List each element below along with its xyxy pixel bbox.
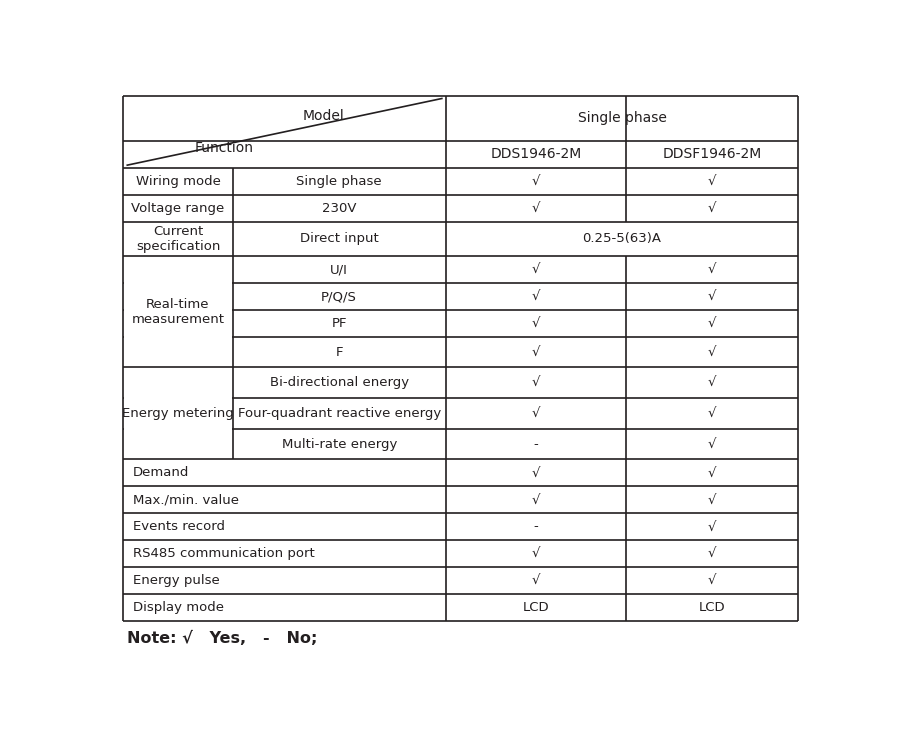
Text: 230V: 230V bbox=[322, 202, 356, 215]
Text: √: √ bbox=[708, 574, 716, 587]
Text: 0.25-5(63)A: 0.25-5(63)A bbox=[582, 233, 662, 245]
Text: -: - bbox=[534, 438, 538, 450]
Text: √: √ bbox=[708, 345, 716, 358]
Text: √: √ bbox=[708, 548, 716, 560]
Text: P/Q/S: P/Q/S bbox=[321, 290, 357, 303]
Text: Events record: Events record bbox=[132, 520, 225, 534]
Text: Note: √   Yes,   -   No;: Note: √ Yes, - No; bbox=[127, 631, 318, 646]
Text: RS485 communication port: RS485 communication port bbox=[132, 548, 314, 560]
Text: Four-quadrant reactive energy: Four-quadrant reactive energy bbox=[238, 407, 441, 420]
Text: Bi-directional energy: Bi-directional energy bbox=[270, 376, 409, 389]
Text: U/I: U/I bbox=[330, 263, 348, 276]
Text: √: √ bbox=[532, 574, 540, 587]
Text: Max./min. value: Max./min. value bbox=[132, 493, 238, 506]
Text: √: √ bbox=[708, 174, 716, 188]
Text: Model: Model bbox=[302, 109, 344, 123]
Text: F: F bbox=[336, 345, 343, 358]
Text: Real-time
measurement: Real-time measurement bbox=[131, 297, 224, 325]
Text: Direct input: Direct input bbox=[300, 233, 379, 245]
Text: PF: PF bbox=[331, 317, 346, 330]
Text: √: √ bbox=[708, 493, 716, 506]
Text: Display mode: Display mode bbox=[132, 601, 223, 614]
Text: √: √ bbox=[708, 467, 716, 479]
Text: Demand: Demand bbox=[132, 467, 189, 479]
Text: √: √ bbox=[532, 202, 540, 215]
Text: √: √ bbox=[532, 467, 540, 479]
Text: √: √ bbox=[708, 263, 716, 276]
Text: Wiring mode: Wiring mode bbox=[136, 174, 220, 188]
Text: √: √ bbox=[532, 407, 540, 420]
Text: √: √ bbox=[708, 290, 716, 303]
Text: √: √ bbox=[708, 407, 716, 420]
Text: Current
specification: Current specification bbox=[136, 225, 220, 253]
Text: DDS1946-2M: DDS1946-2M bbox=[491, 147, 581, 161]
Text: √: √ bbox=[708, 520, 716, 534]
Text: √: √ bbox=[532, 290, 540, 303]
Text: √: √ bbox=[532, 493, 540, 506]
Text: √: √ bbox=[532, 548, 540, 560]
Text: LCD: LCD bbox=[699, 601, 725, 614]
Text: Energy metering: Energy metering bbox=[122, 407, 234, 420]
Text: √: √ bbox=[532, 174, 540, 188]
Text: Single phase: Single phase bbox=[578, 111, 667, 125]
Text: Voltage range: Voltage range bbox=[131, 202, 225, 215]
Text: √: √ bbox=[708, 438, 716, 450]
Text: DDSF1946-2M: DDSF1946-2M bbox=[662, 147, 762, 161]
Text: √: √ bbox=[532, 345, 540, 358]
Text: √: √ bbox=[532, 263, 540, 276]
Text: √: √ bbox=[532, 376, 540, 389]
Text: LCD: LCD bbox=[523, 601, 549, 614]
Text: √: √ bbox=[708, 317, 716, 330]
Text: √: √ bbox=[708, 376, 716, 389]
Text: √: √ bbox=[708, 202, 716, 215]
Text: Function: Function bbox=[194, 141, 253, 155]
Text: Energy pulse: Energy pulse bbox=[132, 574, 220, 587]
Text: Single phase: Single phase bbox=[296, 174, 382, 188]
Text: √: √ bbox=[532, 317, 540, 330]
Text: -: - bbox=[534, 520, 538, 534]
Text: Multi-rate energy: Multi-rate energy bbox=[282, 438, 397, 450]
